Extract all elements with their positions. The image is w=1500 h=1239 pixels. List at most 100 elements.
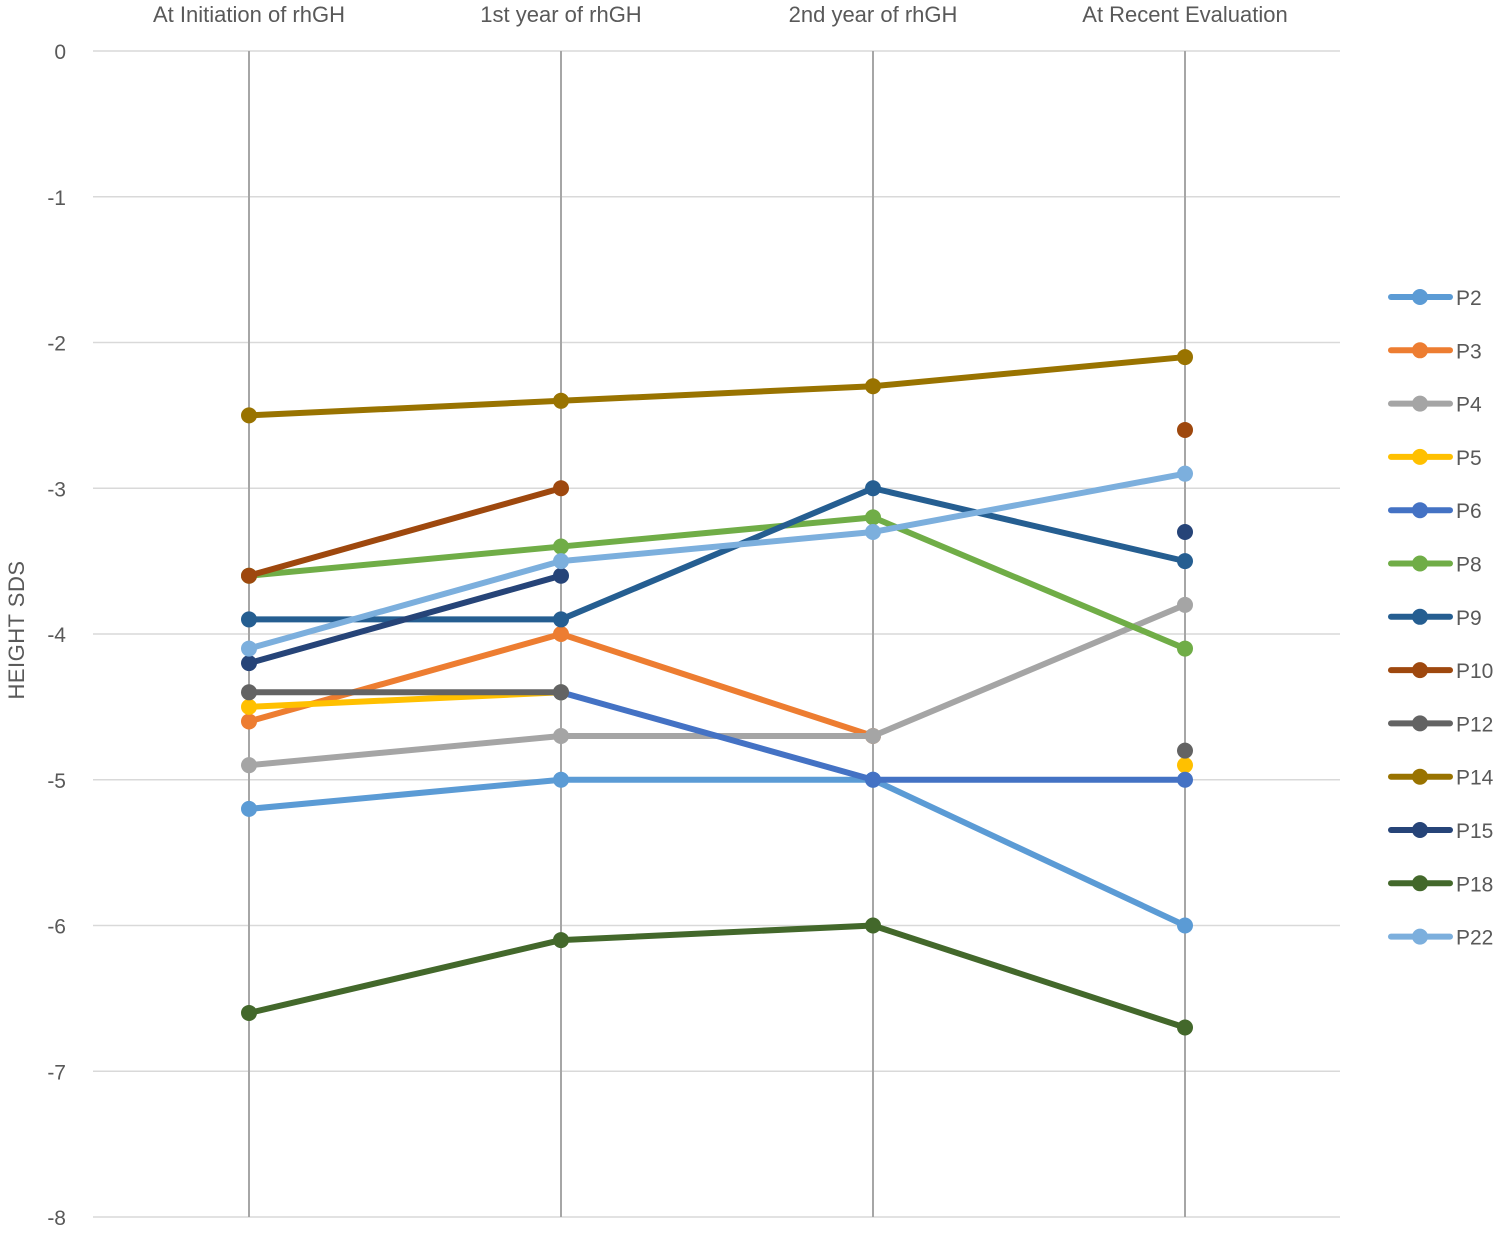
data-point — [865, 509, 881, 526]
legend-label: P5 — [1456, 447, 1482, 470]
legend-label: P10 — [1456, 660, 1493, 683]
data-point — [241, 684, 257, 701]
data-point — [553, 684, 569, 701]
data-point — [241, 640, 257, 657]
series-lines — [241, 349, 1193, 1036]
category-labels: At Initiation of rhGH 1st year of rhGH 2nd… — [153, 2, 1288, 27]
legend-item-p9: P9 — [1388, 607, 1482, 630]
data-point — [553, 611, 569, 628]
data-point — [241, 611, 257, 628]
legend-item-p6: P6 — [1388, 500, 1482, 523]
legend-swatch-marker — [1412, 608, 1428, 625]
series-p18 — [241, 917, 1193, 1036]
y-tick-label: -5 — [47, 770, 66, 793]
legend-swatch-marker — [1412, 715, 1428, 732]
data-point — [1177, 349, 1193, 366]
legend-swatch-marker — [1412, 395, 1428, 412]
legend-label: P2 — [1456, 287, 1482, 310]
legend-swatch-marker — [1412, 289, 1428, 305]
data-point — [865, 480, 881, 497]
legend-item-p3: P3 — [1388, 340, 1482, 363]
legend-item-p10: P10 — [1388, 660, 1493, 683]
legend-swatch-marker — [1412, 555, 1428, 572]
data-point — [553, 480, 569, 497]
series-p2 — [241, 771, 1193, 934]
legend-swatch-marker — [1412, 822, 1428, 838]
data-point — [553, 932, 569, 949]
legend-swatch-marker — [1412, 928, 1428, 945]
legend-swatch-marker — [1412, 342, 1428, 359]
data-point — [865, 917, 881, 934]
data-point — [1177, 465, 1193, 482]
series-p12 — [241, 684, 1193, 759]
data-point — [241, 713, 257, 730]
data-point — [553, 771, 569, 788]
y-axis-ticks: 0 -1 -2 -3 -4 -5 -6 -7 -8 — [47, 41, 66, 1230]
legend-label: P3 — [1456, 340, 1482, 363]
legend-item-p5: P5 — [1388, 447, 1482, 470]
data-point — [865, 378, 881, 395]
legend-label: P18 — [1456, 873, 1493, 896]
data-point — [1177, 1019, 1193, 1036]
data-point — [241, 800, 257, 817]
series-p22 — [241, 465, 1193, 657]
series-line — [246, 776, 1188, 929]
data-point — [241, 407, 257, 424]
legend-label: P22 — [1456, 927, 1493, 950]
series-line — [246, 485, 564, 579]
series-line — [246, 470, 1188, 652]
data-point — [1177, 596, 1193, 613]
data-point — [241, 655, 257, 672]
series-p14 — [241, 349, 1193, 424]
data-point — [1177, 640, 1193, 657]
data-point — [241, 757, 257, 774]
legend-item-p14: P14 — [1388, 767, 1494, 790]
legend-swatch-marker — [1412, 875, 1428, 892]
legend: P2 P3 P4 P5 P6 P8 P9 P10 P12 P14 P15 P18 P22 — [1388, 287, 1494, 950]
legend-item-p4: P4 — [1388, 394, 1482, 417]
data-point — [1177, 742, 1193, 759]
legend-label: P8 — [1456, 554, 1482, 577]
y-tick-label: -8 — [47, 1207, 66, 1230]
category-label: 2nd year of rhGH — [789, 2, 958, 27]
data-point — [553, 392, 569, 409]
data-point — [1177, 757, 1193, 774]
legend-label: P9 — [1456, 607, 1482, 630]
data-point — [865, 523, 881, 540]
data-point — [553, 626, 569, 642]
category-label: 1st year of rhGH — [480, 2, 641, 27]
legend-label: P15 — [1456, 820, 1493, 843]
data-point — [553, 567, 569, 584]
y-tick-label: -2 — [47, 333, 66, 356]
series-p5 — [241, 684, 1193, 774]
y-tick-label: -4 — [47, 624, 66, 647]
legend-label: P4 — [1456, 394, 1482, 417]
series-line — [246, 485, 1188, 623]
data-point — [553, 538, 569, 555]
data-point — [1177, 917, 1193, 934]
legend-item-p2: P2 — [1388, 287, 1482, 310]
legend-item-p22: P22 — [1388, 927, 1493, 950]
data-point — [1177, 553, 1193, 570]
legend-swatch-marker — [1412, 502, 1428, 519]
series-line — [246, 922, 1188, 1031]
series-p15 — [241, 523, 1193, 672]
legend-item-p12: P12 — [1388, 713, 1493, 736]
legend-item-p8: P8 — [1388, 554, 1482, 577]
data-point — [241, 698, 257, 715]
series-line — [246, 572, 564, 667]
legend-swatch-marker — [1412, 448, 1428, 465]
category-label: At Initiation of rhGH — [153, 2, 345, 27]
y-tick-label: -1 — [47, 187, 66, 210]
series-line — [246, 514, 1188, 652]
series-p9 — [241, 480, 1193, 628]
legend-label: P12 — [1456, 713, 1493, 736]
series-line — [246, 354, 1188, 419]
legend-label: P14 — [1456, 767, 1494, 790]
legend-item-p15: P15 — [1388, 820, 1493, 843]
data-point — [865, 771, 881, 788]
y-axis-title: HEIGHT SDS — [4, 560, 29, 699]
data-point — [1177, 523, 1193, 540]
